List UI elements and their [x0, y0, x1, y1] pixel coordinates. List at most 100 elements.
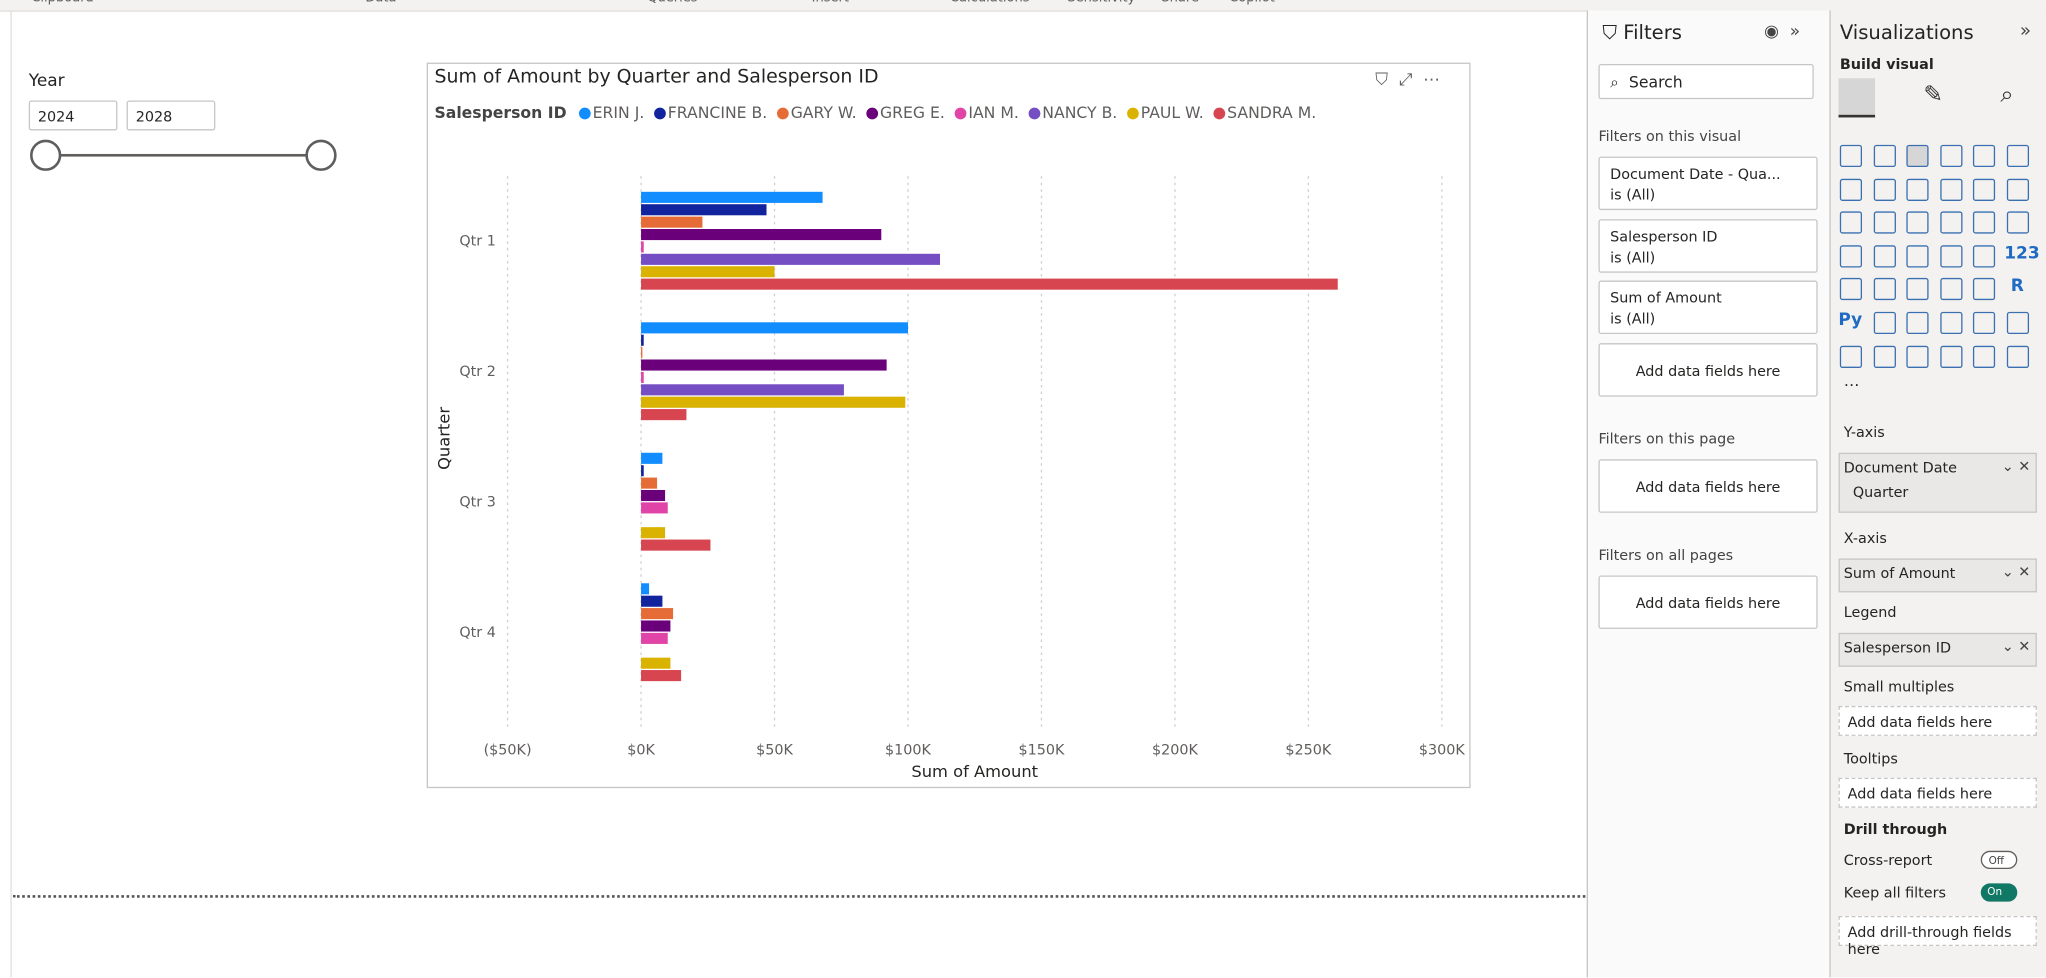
slicer-end[interactable]: 2028: [126, 100, 216, 131]
visual-icon[interactable]: [1873, 144, 1896, 168]
bar: [641, 396, 906, 408]
visual-icon[interactable]: [1839, 278, 1863, 301]
visual-frame[interactable]: [426, 62, 1471, 789]
well-field[interactable]: Salesperson ID: [1843, 639, 1952, 657]
drill-title: Drill through: [1843, 820, 1948, 838]
visual-icon[interactable]: [1873, 345, 1896, 368]
visual-icon[interactable]: 123: [2004, 243, 2040, 264]
visual-icon[interactable]: [1906, 144, 1929, 168]
visual-icon[interactable]: [1839, 178, 1863, 201]
filters-pane-controls[interactable]: ◉ »: [1764, 22, 1801, 42]
filter-card[interactable]: Sum of Amount is (All): [1598, 280, 1818, 335]
visual-header-icons[interactable]: ⛉ ⤢ ⋯: [1375, 70, 1441, 91]
legend-marker: [1213, 107, 1226, 120]
visual-icon[interactable]: [1940, 211, 1963, 234]
add-field[interactable]: Add data fields here: [1598, 575, 1818, 629]
visual-icon[interactable]: [1873, 311, 1896, 335]
ribbon-label: Queries: [647, 0, 697, 5]
visual-icon[interactable]: [1873, 245, 1896, 268]
toggle-off[interactable]: Off: [1980, 850, 2018, 870]
well-field[interactable]: Document Date: [1843, 459, 1957, 477]
well[interactable]: Salesperson ID ⌄ ✕: [1838, 632, 2037, 667]
visual-icon[interactable]: [1906, 178, 1929, 201]
visual-icon[interactable]: [1839, 345, 1863, 368]
slicer-start[interactable]: 2024: [28, 100, 118, 131]
visual-icon[interactable]: R: [2010, 277, 2024, 297]
keep-filters: Keep all filters: [1843, 884, 1946, 902]
well-field[interactable]: Quarter: [1852, 484, 1909, 502]
slicer-title: Year: [28, 71, 65, 92]
visual-icon[interactable]: [2006, 311, 2030, 335]
visual-icon[interactable]: [1973, 311, 1996, 335]
visual-icon[interactable]: [1906, 245, 1929, 268]
visual-icon[interactable]: [1973, 245, 1996, 268]
bar: [641, 595, 663, 607]
slider-handle[interactable]: [30, 139, 62, 171]
visual-icon[interactable]: [1973, 178, 1996, 201]
filter-field: Salesperson ID: [1610, 227, 1718, 245]
visual-icon[interactable]: [2006, 345, 2030, 368]
well[interactable]: Document Date Quarter ⌄ ✕: [1838, 452, 2037, 513]
drill-field[interactable]: Add drill-through fields here: [1838, 916, 2037, 958]
well-label: Small multiples: [1843, 678, 1955, 696]
more-visuals[interactable]: ⋯: [1843, 375, 1860, 395]
visual-icon[interactable]: [1940, 178, 1963, 201]
ribbon: [0, 0, 2046, 12]
add-field[interactable]: Add data fields here: [1598, 343, 1818, 397]
visual-icon[interactable]: [1839, 144, 1863, 168]
slider-handle[interactable]: [305, 139, 337, 171]
visual-icon[interactable]: [1873, 278, 1896, 301]
toggle-on[interactable]: On: [1980, 883, 2018, 902]
visual-icon[interactable]: [1839, 211, 1863, 234]
collapse[interactable]: »: [2019, 20, 2032, 42]
format-tab[interactable]: ✎: [1923, 80, 1944, 109]
well-placeholder[interactable]: Add data fields here: [1838, 777, 2037, 808]
legend-label: IAN M.: [968, 103, 1018, 122]
filter-card[interactable]: Document Date - Qua... is (All): [1598, 156, 1818, 211]
visual-icon[interactable]: [1906, 345, 1929, 368]
bar: [641, 409, 687, 421]
visual-icon[interactable]: Py: [1838, 310, 1863, 331]
visual-icon[interactable]: [1940, 144, 1963, 168]
legend-label: FRANCINE B.: [668, 103, 767, 122]
legend-marker: [1028, 107, 1041, 120]
well-placeholder[interactable]: Add data fields here: [1838, 705, 2037, 736]
well-label: Tooltips: [1843, 750, 1898, 768]
visual-icon[interactable]: [1973, 211, 1996, 234]
visual-icon[interactable]: [1940, 278, 1963, 301]
bar: [641, 502, 668, 514]
visual-icon[interactable]: [1973, 144, 1996, 168]
visual-icon[interactable]: [1973, 278, 1996, 301]
well-controls[interactable]: ⌄ ✕: [2001, 638, 2031, 656]
visual-icon[interactable]: [2006, 178, 2030, 201]
visual-icon[interactable]: [1873, 178, 1896, 201]
visual-icon[interactable]: [1906, 211, 1929, 234]
visual-icon[interactable]: [2006, 144, 2030, 168]
visual-icon[interactable]: [1873, 211, 1896, 234]
well-controls[interactable]: ⌄ ✕: [2001, 458, 2031, 475]
well[interactable]: Sum of Amount ⌄ ✕: [1838, 558, 2037, 593]
visual-icon[interactable]: [2006, 211, 2030, 234]
filter-card[interactable]: Salesperson ID is (All): [1598, 218, 1818, 273]
build-tab[interactable]: [1838, 78, 1876, 118]
visual-icon[interactable]: [1906, 278, 1929, 301]
visual-icon[interactable]: [1906, 311, 1929, 335]
well-field[interactable]: Sum of Amount: [1843, 564, 1956, 582]
well-label: Y-axis: [1843, 424, 1885, 442]
analytics-tab[interactable]: ⌕: [2000, 80, 2014, 109]
visual-icon[interactable]: [1940, 311, 1963, 335]
bar: [641, 266, 775, 278]
bar: [641, 204, 767, 216]
bar: [641, 620, 671, 632]
add-field[interactable]: Add data fields here: [1598, 459, 1818, 513]
visual-icon[interactable]: [1973, 345, 1996, 368]
visualizations-title: Visualizations: [1839, 20, 1974, 45]
filter-field: Sum of Amount: [1610, 289, 1722, 307]
visual-icon[interactable]: [1940, 245, 1963, 268]
filters-search[interactable]: ⌕ Search: [1598, 63, 1814, 100]
visual-icon[interactable]: [1839, 245, 1863, 268]
visual-icon[interactable]: [1940, 345, 1963, 368]
well-controls[interactable]: ⌄ ✕: [2001, 563, 2031, 581]
build-visual: Build visual: [1839, 56, 1934, 74]
